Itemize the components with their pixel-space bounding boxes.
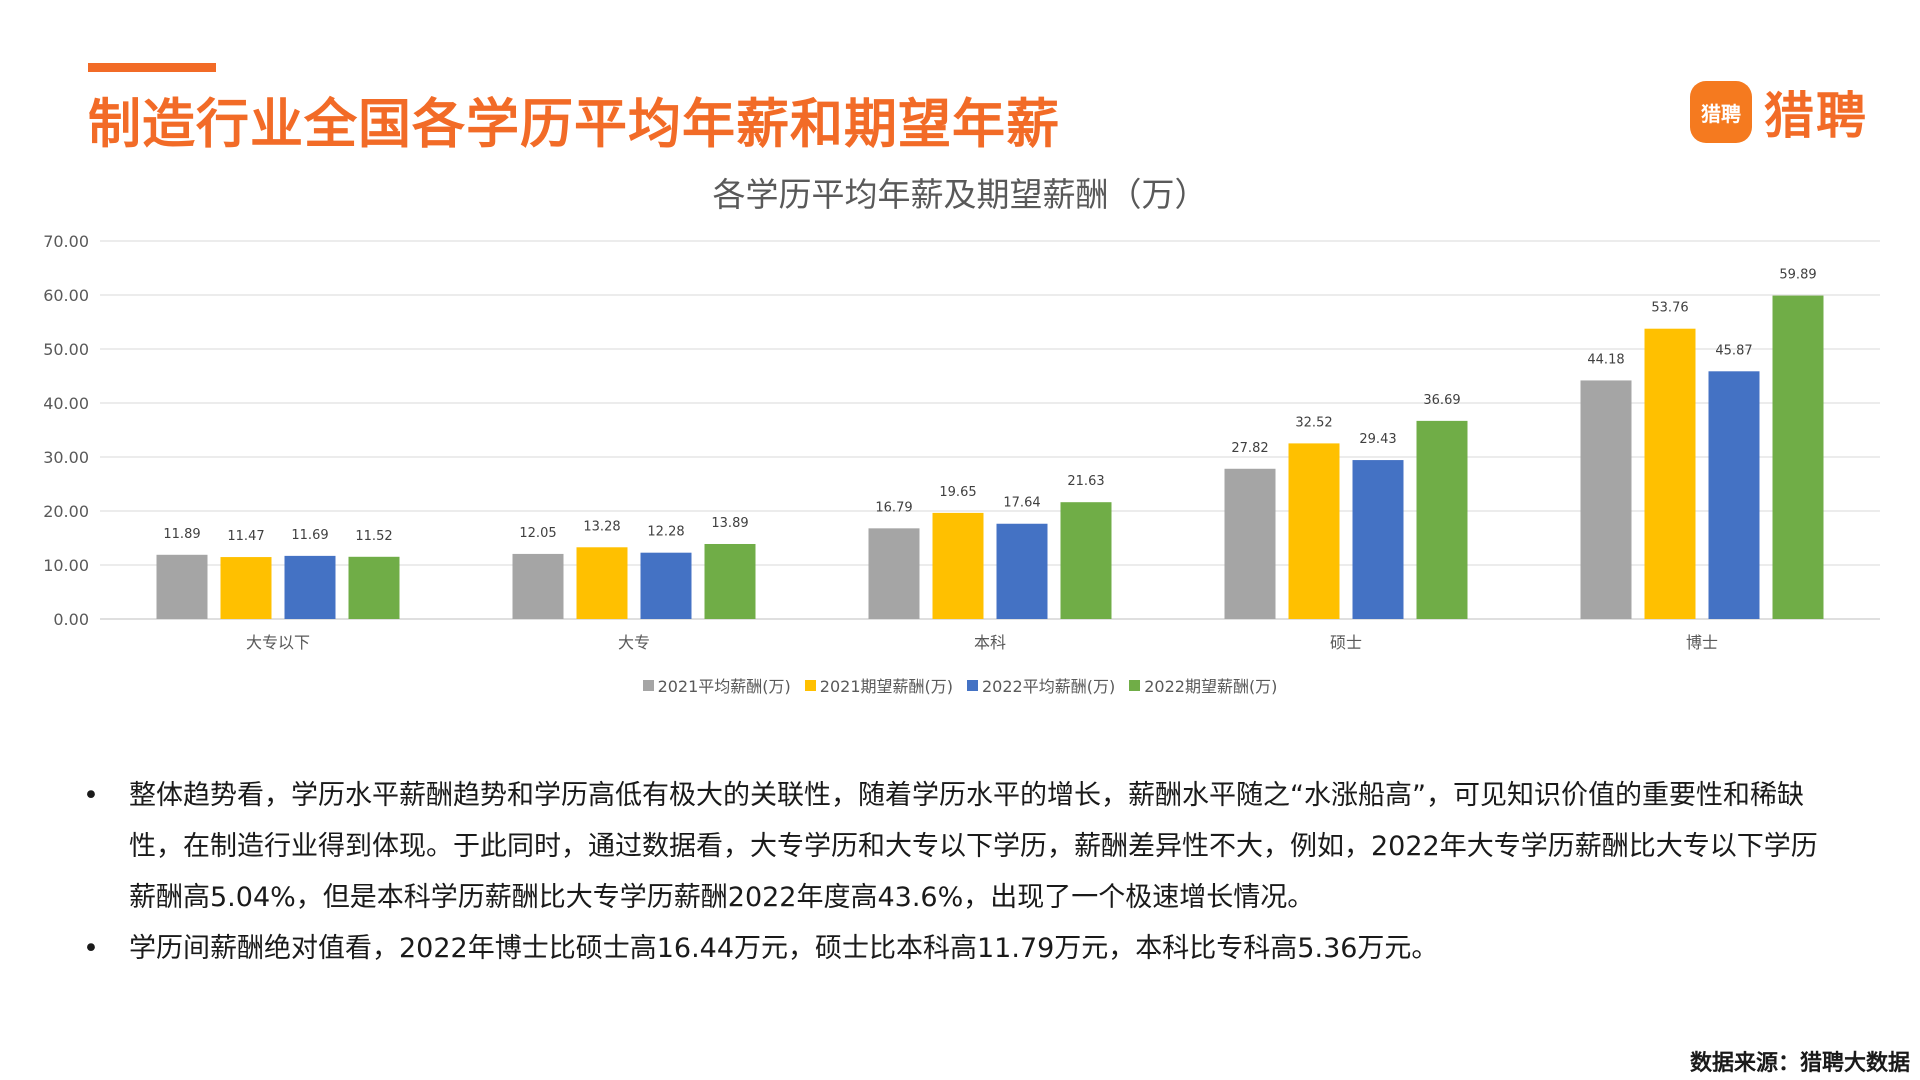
legend-swatch <box>967 679 978 691</box>
legend-label: 2022期望薪酬(万) <box>1144 677 1278 696</box>
legend-item: 2022平均薪酬(万) <box>967 673 1115 697</box>
bar <box>640 552 692 619</box>
y-tick-label: 50.00 <box>43 340 89 359</box>
data-label: 12.05 <box>519 526 556 541</box>
bar <box>1644 328 1696 619</box>
data-label: 53.76 <box>1651 301 1688 316</box>
data-label: 27.82 <box>1231 441 1268 456</box>
x-category-label: 大专 <box>618 633 650 652</box>
y-axis: 0.00 10.00 20.00 30.00 40.00 50.00 60.00 70.00 <box>43 232 89 629</box>
bar <box>1580 380 1632 619</box>
page-title: 制造行业全国各学历平均年薪和期望年薪 <box>88 94 1060 155</box>
bar <box>284 555 336 619</box>
bar <box>1224 468 1276 619</box>
bar <box>576 547 628 619</box>
data-source-note: 数据来源：猎聘大数据 <box>1689 1051 1910 1076</box>
bar <box>932 512 984 619</box>
bar <box>996 523 1048 619</box>
data-label: 12.28 <box>647 525 684 540</box>
chart-legend: 2021平均薪酬(万) 2021期望薪酬(万) 2022平均薪酬(万) 2022期望薪… <box>0 673 1920 697</box>
x-category-label: 博士 <box>1686 633 1718 652</box>
legend-swatch <box>642 679 654 691</box>
bar <box>156 554 208 619</box>
bar-chart: 0.0010.0020.0030.0040.0050.0060.0070.00 … <box>43 232 1880 652</box>
data-labels: 11.89 11.47 11.69 11.52 12.05 13.28 12.28 13.89… <box>163 268 1816 544</box>
data-label: 13.89 <box>711 516 748 531</box>
y-tick-label: 60.00 <box>43 286 89 305</box>
bar <box>868 528 920 619</box>
data-label: 45.87 <box>1715 343 1752 358</box>
data-label: 11.69 <box>291 528 328 543</box>
bar <box>1288 443 1340 619</box>
data-label: 11.89 <box>163 527 200 542</box>
bullet-dot: • <box>83 933 99 964</box>
bar <box>512 553 564 619</box>
legend-label: 2021期望薪酬(万) <box>819 677 953 696</box>
y-tick-label: 30.00 <box>43 448 89 467</box>
legend-item: 2021期望薪酬(万) <box>804 673 953 697</box>
title-accent-bar <box>88 63 216 72</box>
legend-swatch <box>804 679 816 691</box>
legend-label: 2021平均薪酬(万) <box>657 677 791 696</box>
logo-badge-icon: 猎聘 <box>1690 81 1752 143</box>
y-tick-label: 0.00 <box>53 610 89 629</box>
legend-label: 2022平均薪酬(万) <box>982 677 1116 696</box>
data-label: 19.65 <box>939 485 976 500</box>
x-category-label: 大专以下 <box>246 633 310 652</box>
data-label: 44.18 <box>1587 352 1624 367</box>
bullet-text: 整体趋势看，学历水平薪酬趋势和学历高低有极大的关联性，随着学历水平的增长，薪酬水… <box>129 780 1818 913</box>
y-tick-label: 20.00 <box>43 502 89 521</box>
data-label: 59.89 <box>1779 268 1816 283</box>
x-category-label: 本科 <box>974 633 1006 652</box>
y-tick-label: 40.00 <box>43 394 89 413</box>
data-label: 16.79 <box>875 500 912 515</box>
bar <box>1060 502 1112 619</box>
bar <box>1416 420 1468 619</box>
data-label: 13.28 <box>583 519 620 534</box>
bullet-item: • 学历间薪酬绝对值看，2022年博士比硕士高16.44万元，硕士比本科高11.7… <box>82 923 1842 974</box>
bar <box>1772 295 1824 619</box>
y-tick-label: 70.00 <box>43 232 89 251</box>
data-label: 29.43 <box>1359 432 1396 447</box>
liepin-logo: 猎聘 猎聘 <box>1690 76 1868 148</box>
legend-item: 2022期望薪酬(万) <box>1129 673 1277 697</box>
bullet-text: 学历间薪酬绝对值看，2022年博士比硕士高16.44万元，硕士比本科高11.79… <box>129 933 1439 964</box>
data-label: 21.63 <box>1067 474 1104 489</box>
data-label: 11.52 <box>355 529 392 544</box>
data-label: 11.47 <box>227 529 264 544</box>
bullet-item: • 整体趋势看，学历水平薪酬趋势和学历高低有极大的关联性，随着学历水平的增长，薪酬… <box>82 770 1842 923</box>
bar <box>348 556 400 619</box>
bullet-dot: • <box>83 780 99 811</box>
y-tick-label: 10.00 <box>43 556 89 575</box>
chart-title: 各学历平均年薪及期望薪酬（万） <box>712 175 1208 214</box>
x-axis: 大专以下 大专 本科 硕士 博士 <box>246 633 1718 652</box>
bar <box>704 543 756 619</box>
data-label: 32.52 <box>1295 415 1332 430</box>
data-label: 17.64 <box>1003 496 1040 511</box>
bar <box>220 557 272 619</box>
bar <box>1352 460 1404 619</box>
bar <box>1708 371 1760 619</box>
x-category-label: 硕士 <box>1330 633 1362 652</box>
summary-bullets: • 整体趋势看，学历水平薪酬趋势和学历高低有极大的关联性，随着学历水平的增长，薪酬… <box>82 770 1842 974</box>
legend-item: 2021平均薪酬(万) <box>642 673 791 697</box>
data-label: 36.69 <box>1423 393 1460 408</box>
legend-swatch <box>1129 679 1141 691</box>
logo-text: 猎聘 <box>1764 87 1868 145</box>
bars <box>156 295 1824 619</box>
